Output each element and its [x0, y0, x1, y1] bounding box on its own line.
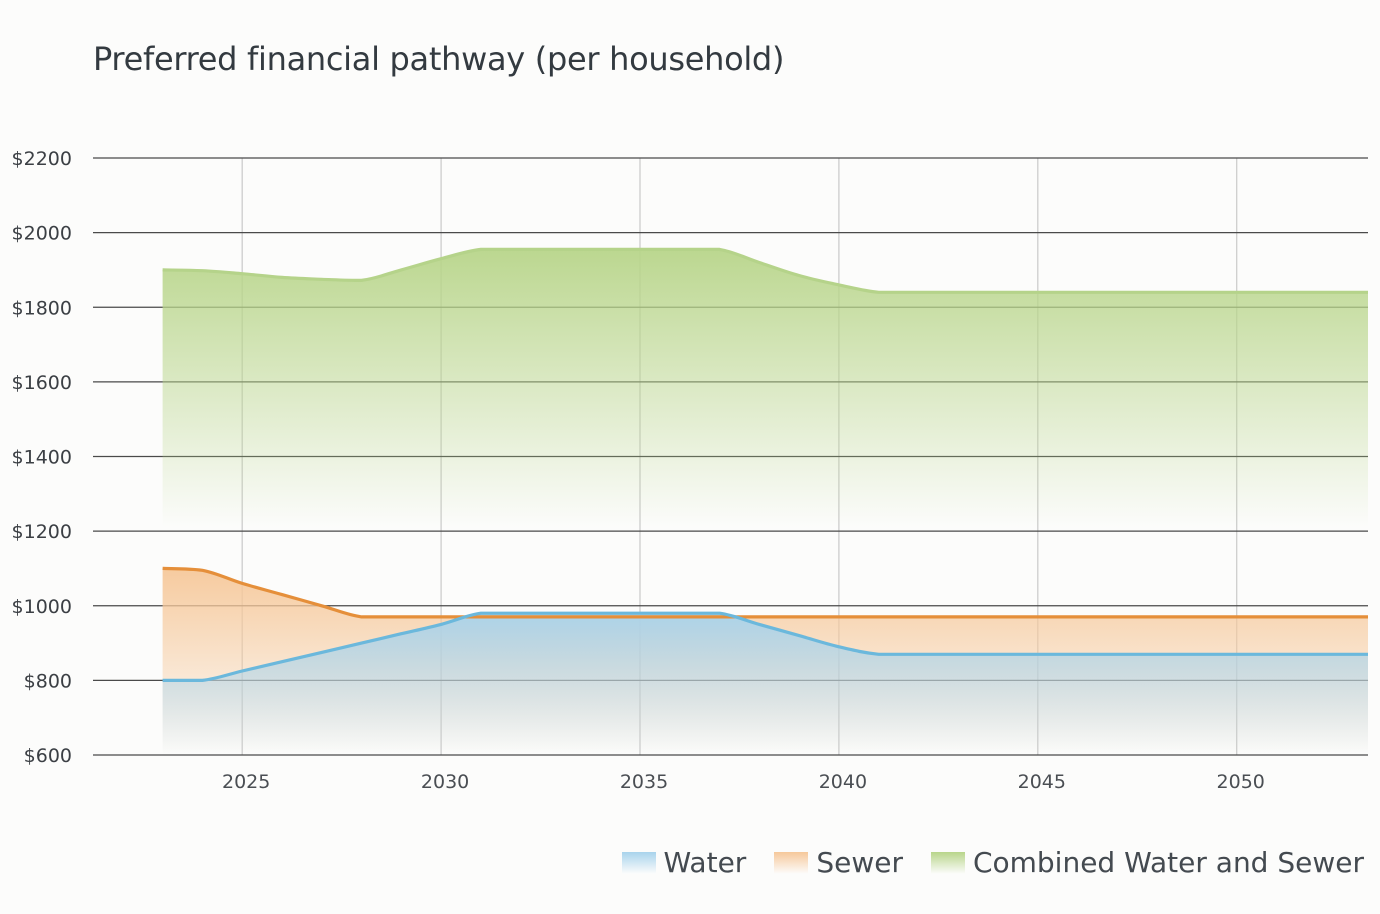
area-series	[162, 249, 1369, 755]
y-tick-label: $800	[24, 670, 72, 692]
legend-item-combined[interactable]: Combined Water and Sewer	[930, 846, 1364, 879]
line-sewer	[162, 566, 1368, 619]
legend-label-sewer: Sewer	[816, 846, 903, 879]
y-axis-ticks: $600 $800 $1000 $1200 $1400 $1600 $1800 $2000 $2…	[12, 148, 72, 767]
x-tick-label: 2050	[1217, 771, 1265, 793]
x-tick-label: 2030	[421, 771, 469, 793]
y-tick-label: $1000	[12, 596, 72, 618]
legend-label-combined: Combined Water and Sewer	[972, 846, 1364, 879]
y-tick-label: $1200	[12, 521, 72, 543]
y-tick-label: $1600	[12, 372, 72, 394]
legend-label-water: Water	[663, 846, 747, 879]
line-water	[162, 611, 1368, 683]
x-tick-label: 2040	[819, 771, 867, 793]
x-axis-ticks: 2025 2030 2035 2040 2045 2050	[222, 771, 1265, 793]
x-tick-label: 2025	[222, 771, 270, 793]
legend-item-water[interactable]: Water	[621, 846, 747, 879]
y-tick-label: $1400	[12, 447, 72, 469]
line-series	[162, 247, 1368, 683]
y-tick-label: $2000	[12, 223, 72, 245]
y-tick-label: $600	[24, 745, 72, 767]
legend: Water Sewer Combined Water and Sewer	[621, 846, 1364, 879]
legend-swatch-sewer	[774, 851, 809, 874]
legend-item-sewer[interactable]: Sewer	[774, 846, 903, 879]
legend-swatch-water	[621, 851, 656, 874]
x-tick-label: 2045	[1018, 771, 1066, 793]
chart-title: Preferred financial pathway (per househo…	[93, 40, 785, 78]
line-combined-water-and-sewer	[162, 247, 1368, 294]
y-tick-label: $1800	[12, 297, 72, 319]
area-water	[162, 613, 1369, 755]
y-tick-label: $2200	[12, 148, 72, 170]
x-tick-label: 2035	[620, 771, 668, 793]
legend-swatch-combined	[930, 851, 965, 874]
